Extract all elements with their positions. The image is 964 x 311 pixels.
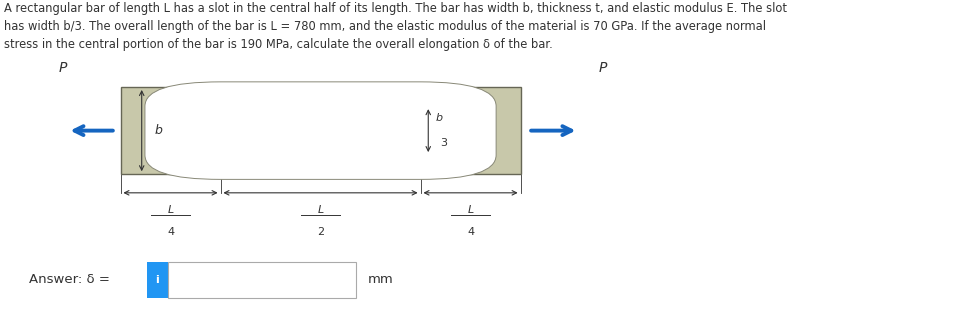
FancyBboxPatch shape [145,82,496,179]
Text: L: L [168,205,174,215]
Text: 2: 2 [317,227,324,237]
Text: 4: 4 [467,227,474,237]
Text: mm: mm [367,273,393,286]
Text: 4: 4 [167,227,174,237]
Bar [168,262,356,298]
Text: P: P [599,61,606,76]
Text: i: i [155,275,159,285]
Text: P: P [59,61,67,76]
Text: 3: 3 [440,138,447,148]
Text: L: L [468,205,473,215]
Text: L: L [317,205,324,215]
Bar [120,87,521,174]
Text: b: b [436,113,443,123]
Bar [147,262,168,298]
Text: A rectangular bar of length L has a slot in the central half of its length. The : A rectangular bar of length L has a slot… [4,2,787,51]
Text: b: b [154,124,162,137]
Text: Answer: δ =: Answer: δ = [29,273,114,286]
